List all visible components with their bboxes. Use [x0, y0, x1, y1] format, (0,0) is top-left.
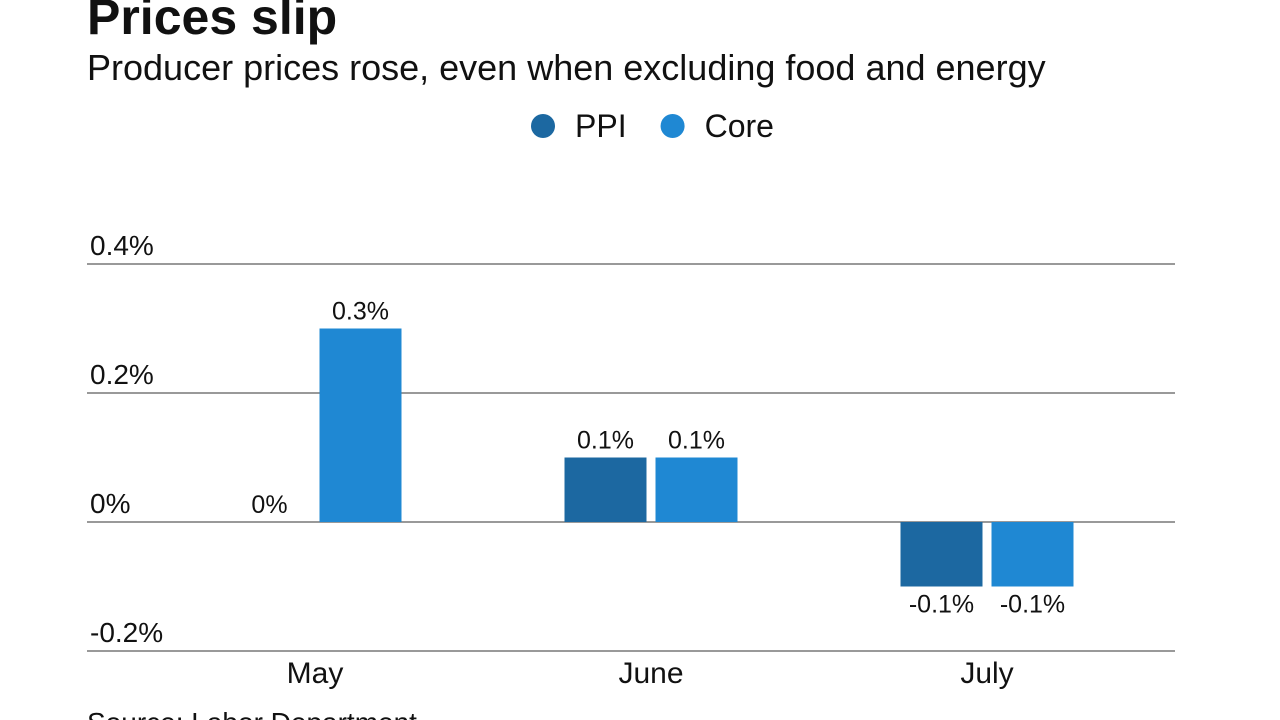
- legend-swatch: [531, 114, 555, 138]
- y-tick-label: 0%: [90, 488, 130, 519]
- value-label: 0%: [251, 491, 287, 519]
- value-label: 0.1%: [668, 427, 725, 455]
- bar: [900, 522, 983, 587]
- legend-label: PPI: [575, 108, 627, 144]
- bar: [991, 522, 1074, 587]
- value-label: -0.1%: [909, 591, 974, 619]
- bar: [564, 457, 647, 522]
- legend-label: Core: [705, 108, 774, 144]
- y-tick-label: 0.2%: [90, 359, 154, 390]
- source: Source: Labor Department: [87, 707, 417, 720]
- value-label: -0.1%: [1000, 591, 1065, 619]
- legend-swatch: [660, 114, 685, 138]
- bar: [655, 457, 738, 522]
- x-tick-label: June: [618, 657, 683, 690]
- x-tick-label: May: [287, 657, 344, 690]
- chart-title: Prices slip: [87, 0, 337, 45]
- value-label: 0.3%: [332, 298, 389, 326]
- bar: [319, 328, 402, 522]
- value-label: 0.1%: [577, 427, 634, 455]
- y-tick-label: -0.2%: [90, 617, 163, 648]
- chart-subtitle: Producer prices rose, even when excludin…: [87, 47, 1046, 88]
- y-tick-label: 0.4%: [90, 230, 154, 261]
- x-tick-label: July: [960, 657, 1013, 690]
